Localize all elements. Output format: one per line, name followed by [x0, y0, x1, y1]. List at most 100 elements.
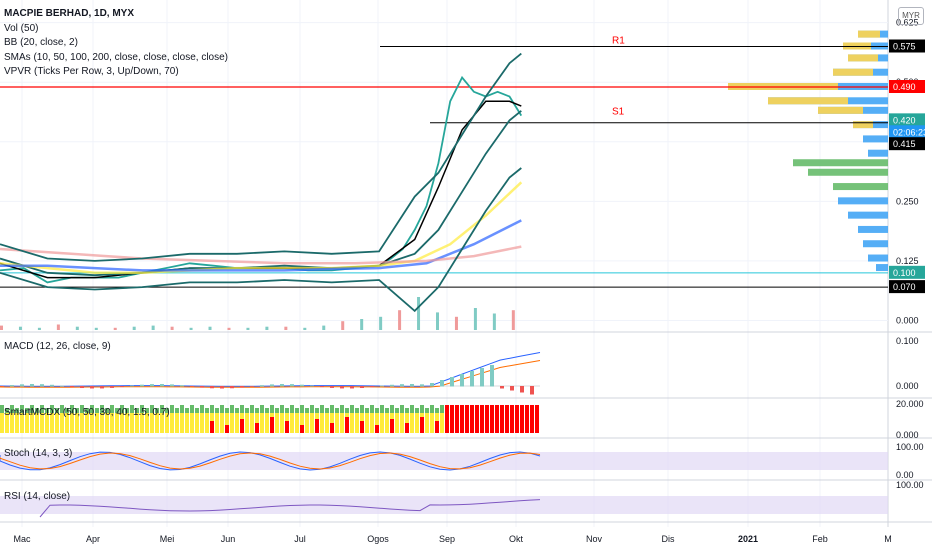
mcdx-red-bar: [485, 405, 489, 433]
bb-legend[interactable]: BB (20, close, 2): [4, 37, 78, 48]
vpvr-bar-up: [833, 68, 873, 76]
vpvr-bar: [833, 183, 888, 191]
mcdx-yellow-bar: [275, 413, 279, 433]
macd-histogram-bar: [260, 385, 264, 387]
mcdx-yellow-bar: [410, 413, 414, 433]
vol-legend[interactable]: Vol (50): [4, 22, 39, 34]
mcdx-green-bar: [360, 405, 364, 413]
macd-histogram-bar: [290, 384, 294, 387]
volume-bar: [132, 326, 136, 330]
macd-histogram-bar: [300, 384, 304, 387]
mcdx-red-bar: [535, 405, 539, 433]
mcdx-red-bar: [375, 425, 379, 433]
sma50-line[interactable]: [0, 181, 523, 275]
mcdx-green-bar: [215, 408, 219, 416]
mcdx-yellow-bar: [0, 413, 4, 433]
mcdx-red-bar: [450, 405, 454, 433]
macd-histogram-bar: [80, 386, 84, 389]
vpvr-bar: [793, 159, 888, 167]
rsi-tick: 100.00: [896, 480, 924, 490]
mcdx-yellow-bar: [20, 413, 24, 433]
x-tick-label: 2021: [738, 534, 758, 544]
vpvr-bar-up: [768, 97, 848, 105]
mcdx-green-bar: [15, 408, 19, 416]
mcdx-yellow-bar: [335, 413, 339, 433]
sma-legend[interactable]: SMAs (10, 50, 100, 200, close, close, cl…: [4, 51, 228, 63]
macd-histogram-bar: [0, 386, 4, 387]
mcdx-yellow-bar: [45, 413, 49, 433]
mcdx-green-bar: [385, 408, 389, 416]
mcdx-yellow-bar: [385, 413, 389, 433]
mcdx-green-bar: [50, 405, 54, 413]
volume-bar: [151, 325, 155, 330]
r1-label: R1: [612, 36, 625, 47]
macd-histogram-bar: [500, 386, 504, 389]
symbol-title[interactable]: MACPIE BERHAD, 1D, MYX: [4, 8, 135, 19]
rsi-label[interactable]: RSI (14, close): [4, 491, 71, 502]
macd-histogram-bar: [360, 386, 364, 389]
mcdx-green-bar: [310, 405, 314, 413]
mcdx-green-bar: [75, 408, 79, 416]
stoch-k-line[interactable]: [0, 451, 541, 471]
volume-bar: [417, 297, 421, 330]
mcdx-green-bar: [295, 408, 299, 416]
rsi-line[interactable]: [39, 499, 541, 518]
mcdx-red-bar: [315, 419, 319, 433]
stoch-d-line[interactable]: [0, 452, 541, 470]
mcdx-green-bar: [400, 405, 404, 413]
x-tick-label: Jul: [294, 534, 306, 544]
mcdx-green-bar: [180, 405, 184, 413]
macd-label[interactable]: MACD (12, 26, close, 9): [4, 341, 111, 352]
smartmcdx-label[interactable]: SmartMCDX (50, 50, 30, 40, 1.5, 0.7): [4, 407, 170, 418]
mcdx-yellow-bar: [230, 413, 234, 433]
mcdx-green-bar: [355, 408, 359, 416]
mcdx-red-bar: [210, 421, 214, 433]
macd-histogram-bar: [430, 383, 434, 387]
price-tag: [889, 265, 925, 279]
macd-histogram-bar: [460, 374, 464, 387]
currency-badge[interactable]: MYR: [898, 7, 924, 25]
bb-upper-line[interactable]: [0, 52, 522, 262]
mcdx-green-bar: [250, 405, 254, 413]
mcdx-yellow-bar: [80, 413, 84, 433]
mcdx-green-bar: [430, 405, 434, 413]
mcdx-green-bar: [415, 408, 419, 416]
stoch-tick: 0.00: [896, 470, 914, 480]
mcdx-yellow-bar: [120, 413, 124, 433]
mcdx-yellow-bar: [150, 413, 154, 433]
macd-histogram-bar: [380, 385, 384, 387]
mcdx-green-bar: [205, 408, 209, 416]
macd-histogram-bar: [60, 385, 64, 387]
mcdx-red-bar: [460, 405, 464, 433]
vpvr-legend[interactable]: VPVR (Ticks Per Row, 3, Up/Down, 70): [4, 66, 179, 77]
bb-lower-line[interactable]: [0, 167, 522, 313]
stoch-band: [0, 452, 888, 470]
x-tick-label: Ogos: [367, 534, 389, 544]
sma200-line[interactable]: [0, 245, 522, 265]
mcdx-green-bar: [20, 405, 24, 413]
mcdx-green-bar: [95, 408, 99, 416]
macd-histogram-bar: [520, 386, 524, 393]
stoch-label[interactable]: Stoch (14, 3, 3): [4, 448, 73, 459]
mcdx-red-bar: [270, 417, 274, 433]
x-tick-label: Mei: [160, 534, 175, 544]
vpvr-bar: [876, 264, 888, 272]
mcdx-yellow-bar: [35, 413, 39, 433]
macd-histogram-bar: [110, 386, 114, 388]
mcdx-yellow-bar: [265, 413, 269, 433]
x-tick-label: Apr: [86, 534, 100, 544]
mcdx-red-bar: [505, 405, 509, 433]
macd-histogram-bar: [350, 386, 354, 389]
price-line[interactable]: [0, 75, 523, 284]
mcdx-green-bar: [290, 405, 294, 413]
mcdx-green-bar: [35, 408, 39, 416]
mcdx-red-bar: [475, 405, 479, 433]
mcdx-red-bar: [405, 423, 409, 433]
mcdx-yellow-bar: [190, 413, 194, 433]
volume-bar: [56, 324, 60, 330]
mcdx-yellow-bar: [185, 413, 189, 433]
mcdx-red-bar: [525, 405, 529, 433]
vpvr-bar-up: [853, 121, 873, 129]
mcdx-green-bar: [425, 408, 429, 416]
